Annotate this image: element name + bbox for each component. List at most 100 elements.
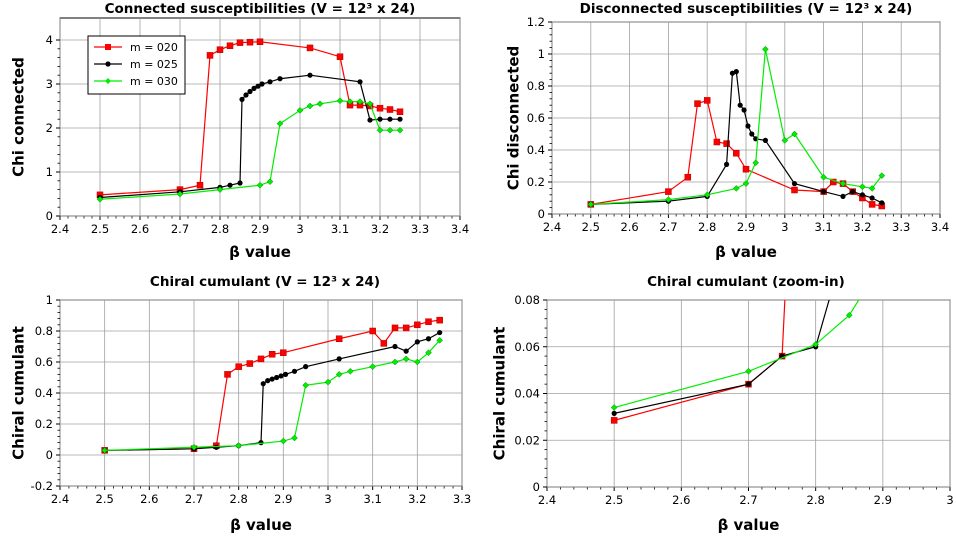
data-point (369, 363, 376, 370)
data-point (255, 83, 261, 89)
series-line-m030 (99, 100, 400, 200)
x-tick-label: 3.4 (451, 222, 469, 236)
data-point (357, 79, 363, 85)
data-point (425, 349, 432, 356)
data-point (791, 186, 798, 194)
series-group (96, 38, 404, 203)
y-axis-label: Chiral cumulant (490, 327, 508, 461)
data-point (306, 102, 314, 110)
y-tick-label: 0 (533, 480, 540, 494)
data-point (369, 327, 376, 335)
x-tick-label: 2.5 (582, 220, 600, 234)
x-tick-label: 2.8 (807, 493, 825, 507)
data-point (247, 88, 253, 95)
data-point (610, 417, 618, 424)
legend-swatch-marker (105, 44, 111, 50)
data-point (611, 410, 617, 416)
y-tick-label: 0.04 (514, 387, 540, 401)
data-point (403, 348, 409, 354)
data-point (868, 201, 876, 208)
data-point (236, 39, 244, 46)
data-point (346, 98, 354, 105)
data-point (724, 161, 730, 167)
data-point (879, 200, 885, 206)
y-tick-label: 0.2 (35, 417, 53, 431)
data-point (587, 201, 595, 208)
data-point (821, 189, 827, 195)
data-point (391, 324, 399, 332)
data-point (267, 79, 273, 85)
data-point (356, 98, 364, 105)
data-point (377, 116, 383, 122)
data-point (742, 165, 750, 173)
data-point (243, 92, 249, 98)
y-tick-label: 1 (538, 47, 545, 61)
legend-box (87, 35, 186, 95)
data-point (302, 381, 309, 389)
data-point (216, 186, 224, 193)
data-point (396, 126, 404, 134)
data-point (336, 97, 344, 105)
x-axis-label: β value (715, 243, 777, 261)
data-point (749, 131, 755, 137)
data-point (291, 368, 298, 374)
data-point (812, 341, 819, 348)
x-tick-label: 2.6 (672, 493, 690, 507)
x-tick-label: 2.7 (659, 220, 677, 234)
data-point (868, 185, 876, 192)
data-point (280, 437, 287, 445)
data-point (324, 378, 332, 386)
data-point (224, 371, 231, 378)
y-tick-label: 0 (538, 207, 545, 221)
data-point (402, 355, 410, 363)
data-point (386, 106, 394, 113)
data-point (820, 173, 827, 181)
data-point (762, 45, 769, 53)
legend-swatch-marker (105, 78, 111, 84)
data-point (101, 447, 108, 454)
legend: m = 020 m = 025 m = 030 (87, 35, 186, 95)
x-axis-label: β value (230, 516, 292, 534)
chart-title: Chiral cumulant (zoom-in) (647, 274, 845, 290)
data-point (291, 434, 298, 442)
data-point (226, 42, 234, 49)
data-point (227, 182, 233, 188)
x-tick-label: 3 (946, 493, 953, 507)
y-tick-label: 2 (46, 121, 53, 135)
x-tick-label: 3.4 (931, 220, 949, 234)
data-point (280, 349, 287, 356)
data-point (665, 188, 672, 195)
x-tick-label: 3.2 (853, 220, 871, 234)
data-point (96, 195, 104, 203)
data-point (752, 159, 759, 167)
series-group (101, 316, 443, 454)
x-tick-label: 2.6 (140, 492, 158, 506)
chart-panel-2: 2.4 2.5 2.6 2.7 2.8 2.9 3 3.1 3.2 3.3 3.4 0 0.2 0.4 0.… (504, 1, 949, 261)
data-point (745, 123, 751, 129)
data-point (235, 442, 242, 449)
data-point (307, 72, 313, 78)
data-point (781, 137, 789, 144)
x-tick-label: 2.7 (185, 492, 203, 506)
data-point (303, 364, 309, 370)
x-tick-label: 2.7 (739, 493, 757, 507)
data-point (274, 374, 280, 381)
data-point (206, 52, 214, 59)
data-point (213, 444, 219, 450)
x-tick-label: 3.2 (408, 492, 426, 506)
data-point (335, 371, 343, 378)
data-point (386, 126, 394, 134)
x-tick-label: 2.9 (874, 493, 892, 507)
data-point (436, 316, 443, 324)
data-point (367, 117, 373, 123)
data-point (347, 368, 354, 375)
data-point (414, 358, 421, 366)
x-axis-label: β value (718, 516, 780, 534)
x-tick-label: 2.5 (96, 492, 114, 506)
x-tick-label: 3.1 (814, 220, 832, 234)
data-point (703, 191, 711, 199)
x-tick-label: 3.3 (892, 220, 910, 234)
x-tick-label: 2.6 (620, 220, 638, 234)
data-point (878, 172, 886, 179)
data-point (742, 180, 750, 187)
